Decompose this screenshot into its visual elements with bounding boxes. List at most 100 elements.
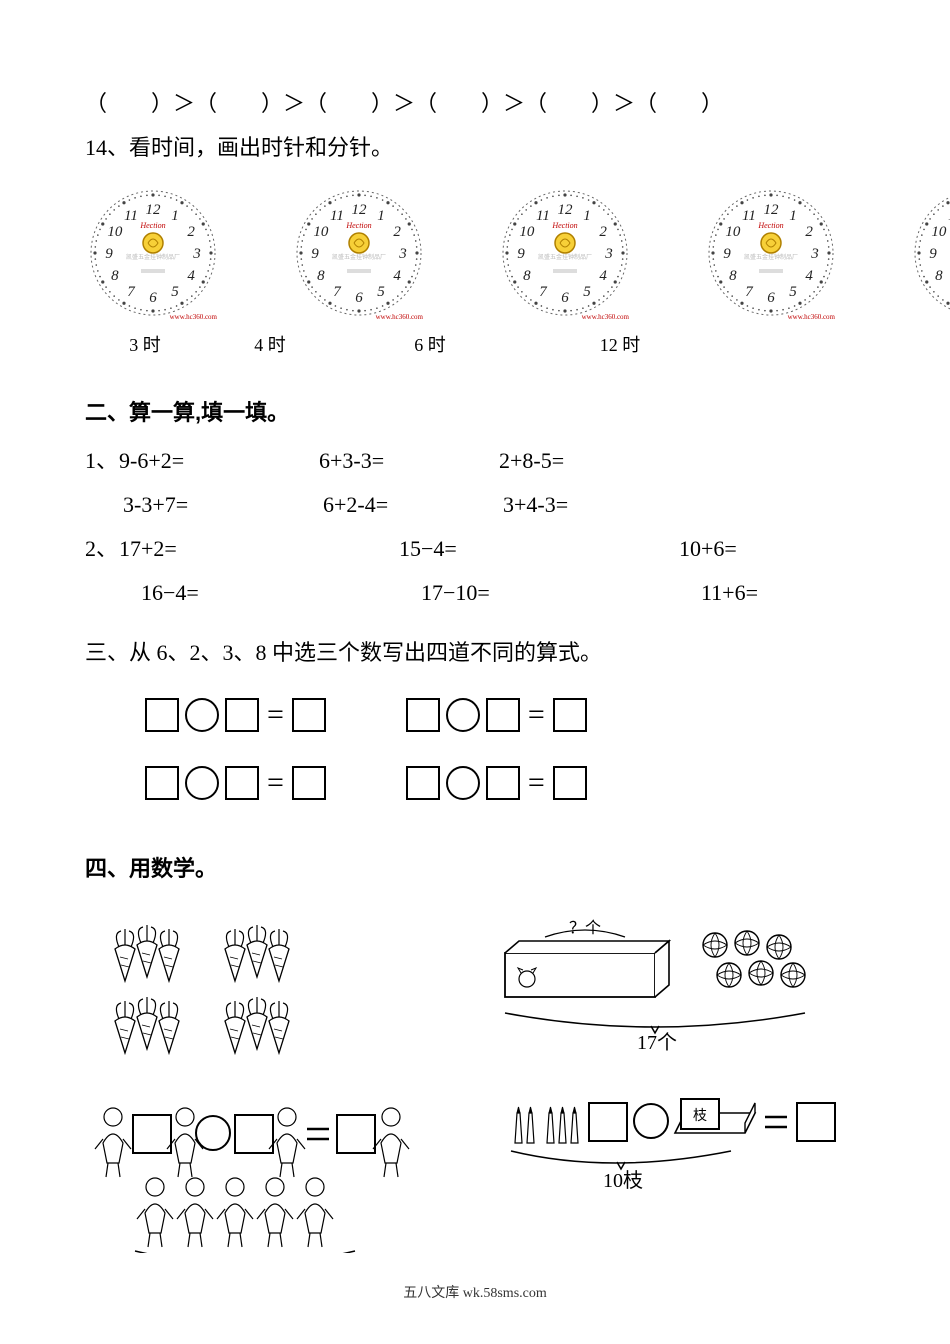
svg-text:10: 10 (313, 224, 329, 240)
problem-left-svg: ？人 (85, 913, 445, 1253)
arith-expression[interactable]: 17+2= (119, 527, 399, 571)
clock: 121234567891011Hection凯盛五金挂钟制品厂www.hc360… (291, 185, 427, 323)
svg-text:3: 3 (192, 246, 201, 262)
clock: 121234567891011Hection凯盛五金挂钟制品厂www.hc360… (703, 185, 839, 323)
svg-text:6: 6 (149, 290, 157, 306)
clock-time-label: 12 时 (525, 331, 715, 357)
arith-expression[interactable]: 10+6= (679, 527, 819, 571)
svg-text:2: 2 (393, 224, 401, 240)
arith-expression[interactable]: 6+3-3= (319, 439, 499, 483)
svg-text:12: 12 (764, 202, 780, 218)
svg-text:2: 2 (599, 224, 607, 240)
svg-text:9: 9 (311, 246, 319, 262)
svg-text:枝: 枝 (693, 1108, 707, 1124)
svg-text:2: 2 (187, 224, 195, 240)
svg-text:6: 6 (561, 290, 569, 306)
equation-slot[interactable]: = (145, 753, 326, 813)
svg-text:8: 8 (523, 268, 531, 284)
svg-text:1: 1 (789, 208, 797, 224)
svg-text:8: 8 (111, 268, 119, 284)
clocks-row: 121234567891011Hection凯盛五金挂钟制品厂www.hc360… (85, 185, 865, 323)
svg-text:10: 10 (107, 224, 123, 240)
svg-text:5: 5 (377, 284, 385, 300)
svg-text:11: 11 (742, 208, 756, 224)
svg-text:3: 3 (398, 246, 407, 262)
section3-title: 三、从 6、2、3、8 中选三个数写出四道不同的算式。 (85, 633, 865, 673)
svg-text:10: 10 (931, 224, 947, 240)
svg-text:4: 4 (805, 268, 813, 284)
svg-text:Hection: Hection (551, 221, 577, 230)
section4-title: 四、用数学。 (85, 851, 865, 883)
arith-expression[interactable]: 6+2-4= (323, 483, 503, 527)
svg-text:9: 9 (517, 246, 525, 262)
clock-time-label: 3 时 (85, 331, 205, 357)
arith-expression[interactable]: 3+4-3= (503, 483, 683, 527)
clock: 121234567891011Hection凯盛五金挂钟制品厂www.hc360… (909, 185, 950, 323)
arith-expression[interactable]: 16−4= (141, 571, 421, 615)
clock: 121234567891011Hection凯盛五金挂钟制品厂www.hc360… (497, 185, 633, 323)
svg-text:9: 9 (105, 246, 113, 262)
arith-expression[interactable]: 17−10= (421, 571, 701, 615)
arith-row-1: 1、9-6+2=6+3-3=2+8-5= (85, 439, 865, 483)
arith-label: 1、 (85, 439, 119, 483)
problems-row: ？人 ？个17个枝10枝 (85, 913, 865, 1253)
section3-prefix: 三、从 (85, 640, 157, 665)
svg-text:5: 5 (583, 284, 591, 300)
svg-text:8: 8 (935, 268, 943, 284)
clock: 121234567891011Hection凯盛五金挂钟制品厂www.hc360… (85, 185, 221, 323)
section3-suffix: 中选三个数写出四道不同的算式。 (267, 640, 603, 665)
svg-text:1: 1 (583, 208, 591, 224)
svg-text:？个: ？个 (569, 919, 601, 937)
svg-text:www.hc360.com: www.hc360.com (788, 313, 836, 321)
svg-text:Hection: Hection (345, 221, 371, 230)
svg-text:6: 6 (355, 290, 363, 306)
svg-text:3: 3 (604, 246, 613, 262)
clock-time-label: 4 时 (205, 331, 335, 357)
arith-expression[interactable]: 3-3+7= (123, 483, 323, 527)
svg-text:Hection: Hection (757, 221, 783, 230)
svg-text:9: 9 (723, 246, 731, 262)
svg-text:12: 12 (558, 202, 574, 218)
svg-text:10: 10 (725, 224, 741, 240)
equation-slot[interactable]: = (406, 753, 587, 813)
svg-text:4: 4 (187, 268, 195, 284)
svg-text:5: 5 (789, 284, 797, 300)
svg-text:1: 1 (171, 208, 179, 224)
svg-text:11: 11 (330, 208, 344, 224)
problem-right-svg: ？个17个枝10枝 (485, 913, 845, 1253)
equation-grid: = = = = (145, 685, 865, 813)
equation-slot[interactable]: = (406, 685, 587, 745)
svg-text:凯盛五金挂钟制品厂: 凯盛五金挂钟制品厂 (126, 253, 180, 261)
svg-text:10: 10 (519, 224, 535, 240)
svg-text:5: 5 (171, 284, 179, 300)
arith-expression[interactable]: 15−4= (399, 527, 679, 571)
q14-text: 14、看时间，画出时针和分针。 (85, 128, 865, 168)
svg-text:17个: 17个 (637, 1031, 677, 1054)
svg-text:4: 4 (393, 268, 401, 284)
arith-row-4: 16−4=17−10=11+6= (85, 571, 865, 615)
equation-slot[interactable]: = (145, 685, 326, 745)
section2-arith: 1、9-6+2=6+3-3=2+8-5= 3-3+7=6+2-4=3+4-3= … (85, 439, 865, 615)
clock-time-label: 6 时 (335, 331, 525, 357)
svg-text:Hection: Hection (139, 221, 165, 230)
svg-text:9: 9 (929, 246, 937, 262)
section2-title: 二、算一算,填一填。 (85, 395, 865, 427)
svg-text:11: 11 (124, 208, 138, 224)
svg-text:6: 6 (767, 290, 775, 306)
footer-text: 五八文库 wk.58sms.com (0, 1282, 950, 1302)
svg-text:凯盛五金挂钟制品厂: 凯盛五金挂钟制品厂 (538, 253, 592, 261)
svg-text:12: 12 (146, 202, 162, 218)
svg-text:8: 8 (317, 268, 325, 284)
svg-text:4: 4 (599, 268, 607, 284)
svg-text:12: 12 (352, 202, 368, 218)
arith-expression[interactable]: 2+8-5= (499, 439, 679, 483)
arith-expression[interactable]: 9-6+2= (119, 439, 319, 483)
svg-text:3: 3 (810, 246, 819, 262)
svg-text:11: 11 (536, 208, 550, 224)
arith-label: 2、 (85, 527, 119, 571)
svg-text:凯盛五金挂钟制品厂: 凯盛五金挂钟制品厂 (744, 253, 798, 261)
svg-text:1: 1 (377, 208, 385, 224)
svg-text:www.hc360.com: www.hc360.com (376, 313, 424, 321)
arith-expression[interactable]: 11+6= (701, 571, 841, 615)
svg-text:www.hc360.com: www.hc360.com (582, 313, 630, 321)
